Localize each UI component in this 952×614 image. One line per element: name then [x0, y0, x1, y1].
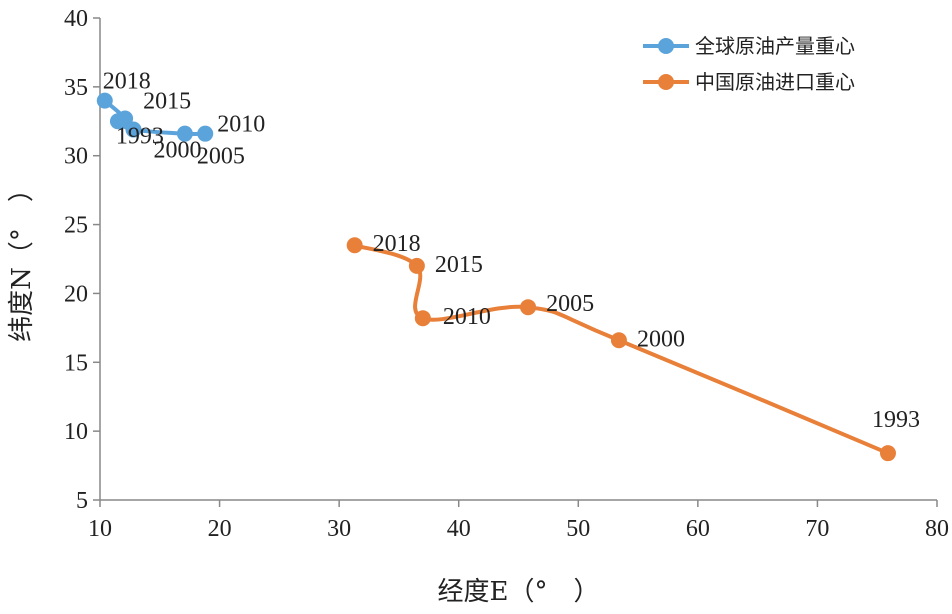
point-label: 2005 [197, 144, 245, 170]
x-tick-label: 70 [805, 516, 829, 542]
data-point [414, 310, 431, 327]
data-point [96, 92, 113, 109]
legend-label: 中国原油进口重心 [695, 70, 855, 94]
point-label: 1993 [116, 123, 164, 149]
y-tick-label: 30 [64, 144, 88, 170]
point-label: 2018 [373, 231, 421, 257]
y-axis-title: 纬度N（° ） [7, 176, 37, 342]
data-point [197, 125, 214, 142]
legend-marker [658, 74, 674, 90]
data-point [346, 237, 363, 254]
series-points-group [96, 92, 896, 462]
legend-marker [658, 38, 674, 54]
data-point [610, 332, 627, 349]
x-tick-label: 40 [447, 516, 471, 542]
point-label: 2010 [443, 304, 491, 330]
point-label: 2015 [143, 89, 191, 115]
x-tick-label: 80 [925, 516, 949, 542]
point-label: 2018 [103, 69, 151, 95]
x-tick-label: 60 [686, 516, 710, 542]
data-point [109, 113, 126, 130]
x-tick-label: 20 [208, 516, 232, 542]
y-tick-label: 15 [64, 350, 88, 376]
point-label: 2005 [546, 291, 594, 317]
y-tick-label: 5 [76, 488, 88, 514]
point-labels-group: 2018201519932000200520101993200020052010… [103, 69, 920, 434]
point-label: 2015 [435, 252, 483, 278]
data-point [176, 125, 193, 142]
y-tick-label: 20 [64, 281, 88, 307]
data-point [520, 299, 537, 316]
point-label: 1993 [872, 407, 920, 433]
data-point [125, 121, 142, 138]
y-tick-label: 25 [64, 213, 88, 239]
x-tick-label: 30 [327, 516, 351, 542]
point-label: 2010 [217, 112, 265, 138]
x-axis-title: 经度E（° ） [438, 577, 600, 607]
x-tick-label: 10 [88, 516, 112, 542]
legend-label: 全球原油产量重心 [695, 34, 855, 58]
x-tick-label: 50 [566, 516, 590, 542]
data-point [879, 445, 896, 462]
data-point [408, 257, 425, 274]
point-label: 2000 [637, 326, 685, 352]
y-tick-label: 35 [64, 75, 88, 101]
y-tick-label: 40 [64, 6, 88, 32]
y-tick-label: 10 [64, 419, 88, 445]
point-label: 2000 [153, 138, 201, 164]
